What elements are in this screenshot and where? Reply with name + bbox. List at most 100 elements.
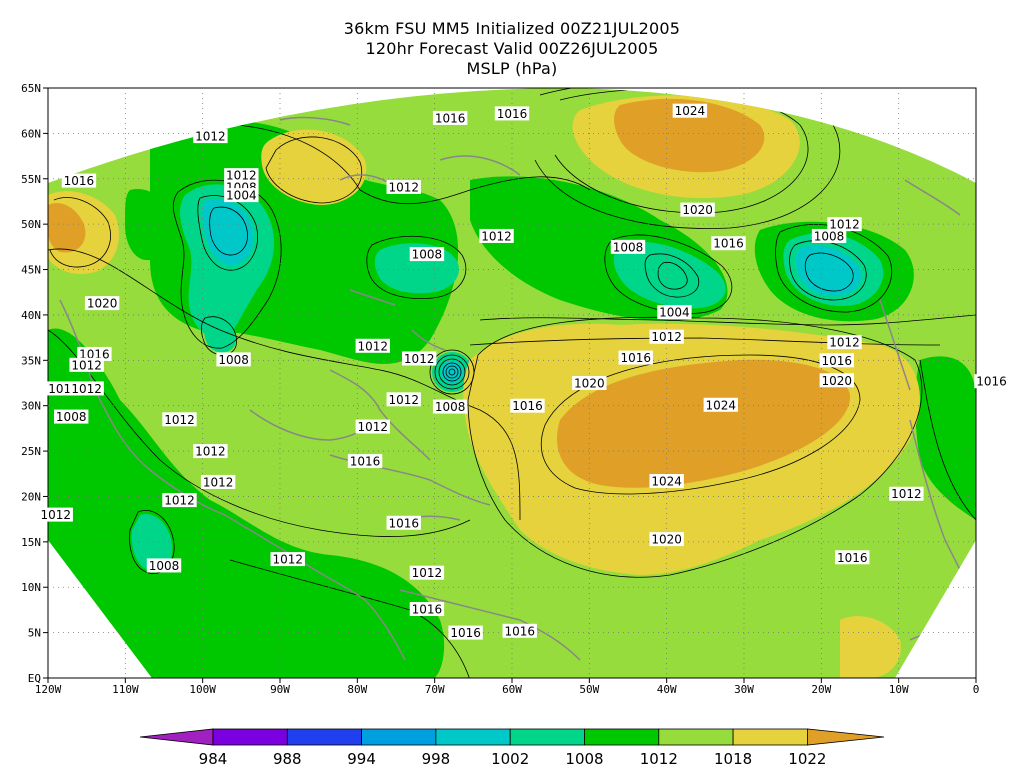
contour-label-text: 1012 [358, 339, 389, 353]
contour-label-bg [216, 352, 251, 367]
contour-label-text: 1016 [497, 107, 528, 121]
contour-label-text: 1012 [71, 358, 102, 372]
contour-label-bg [409, 602, 445, 617]
contour-label: 1012 [200, 474, 236, 489]
contour-label: 1012 [386, 179, 421, 194]
contour-label-bg [889, 486, 924, 501]
contour-label: 1012 [479, 228, 514, 243]
contour-label-bg [409, 247, 445, 262]
contour-label-bg [811, 228, 847, 243]
colorbar-segment [658, 728, 734, 746]
contour-label: 1004 [224, 188, 259, 203]
lon-tick-label: 80W [347, 683, 367, 696]
lat-tick-label: 45N [21, 264, 41, 277]
contour-label: 1012 [402, 351, 437, 366]
contour-label-text: 1012 [891, 487, 922, 501]
contour-label: 1012 [193, 129, 228, 144]
lat-tick-label: 15N [21, 536, 41, 549]
contour-label-bg [649, 532, 684, 547]
contour-label-text: 1016 [435, 111, 466, 125]
colorbar-label: 1002 [491, 750, 529, 768]
contour-label: 1020 [819, 373, 854, 388]
lat-tick-label: 5N [28, 627, 41, 640]
contour-label: 1012 [355, 419, 390, 434]
contour-label-bg [479, 228, 514, 243]
region-low-1004-mid [613, 241, 726, 309]
contour-label-bg [69, 357, 104, 372]
contour-label: 1016 [61, 173, 97, 188]
contour-label-bg [819, 373, 854, 388]
region-low-northwest [125, 189, 170, 261]
contour-label-text: 1012 [388, 393, 419, 407]
lat-tick-label: 35N [21, 354, 41, 367]
contour-label: 1012 [649, 329, 684, 344]
high-north-atlantic-core [614, 98, 765, 173]
contour-label-bg [193, 129, 228, 144]
lat-tick-label: EQ [28, 672, 41, 685]
contour-label: 1012 [889, 486, 924, 501]
colorbar-segment [212, 728, 288, 746]
contour-label-text: 1012 [412, 566, 443, 580]
contour-label-bg [448, 625, 483, 640]
high-hudson [261, 129, 367, 205]
contour-label-text: 1008 [435, 400, 466, 414]
contour-label: 1012 [193, 444, 228, 459]
contour-label-bg [610, 239, 646, 254]
colorbar-segment [286, 728, 362, 746]
colorbar-label: 1012 [640, 750, 678, 768]
contour-label-bg [680, 202, 715, 217]
contour-label-text: 1020 [87, 297, 118, 311]
contour-label: 1016 [432, 110, 468, 125]
contour-label-text: 1020 [574, 377, 605, 391]
contour-label: 1016 [711, 236, 746, 251]
contour-label-bg [974, 374, 1009, 389]
contour-label-text: 1008 [412, 248, 443, 262]
contour-label-bg [224, 168, 259, 183]
contour-label: 1012 [409, 565, 445, 580]
contour-label-bg [200, 474, 236, 489]
colorbar-label: 988 [273, 750, 302, 768]
longitude-labels: 120W 110W 100W 90W 80W 70W 60W 50W 40W 30W 20W 10W 0 [35, 683, 980, 696]
contour-label-text: 1012 [388, 180, 419, 194]
contour-labels: 1016 1016 1024 1012 1016 1012 1008 1004 1012 1020… [38, 103, 1009, 640]
lon-tick-label: 60W [502, 683, 522, 696]
contour-label: 1016 [448, 625, 483, 640]
high-southeast [840, 616, 901, 678]
lat-tick-label: 25N [21, 445, 41, 458]
contour-label-text: 1016 [504, 624, 535, 638]
contour-label: 1012 [224, 168, 259, 183]
colorbar-arrow-right [807, 728, 885, 746]
contour-label: 1008 [610, 239, 646, 254]
contour-label-bg [54, 409, 89, 424]
contour-label-text: 1012 [195, 130, 226, 144]
contour-label-bg [84, 296, 120, 311]
contour-label: 1008 [811, 228, 847, 243]
contour-label: 1012 [386, 392, 421, 407]
contour-label-text: 1024 [706, 398, 737, 412]
contour-label-bg [703, 397, 738, 412]
contour-label-text: 1008 [149, 559, 180, 573]
contour-label: 1008 [409, 247, 445, 262]
contour-label: 1024 [703, 397, 738, 412]
contour-label-text: 1004 [226, 189, 257, 203]
hurricane-core [441, 361, 463, 383]
contour-label-text: 1016 [388, 516, 419, 530]
contour-label-bg [77, 346, 112, 361]
lat-tick-label: 30N [21, 400, 41, 413]
contour-label: 1012 [69, 381, 104, 396]
contour-label: 1016 [510, 398, 545, 413]
contour-label-bg [827, 217, 862, 232]
contour-label: 1024 [672, 103, 708, 118]
contour-label: 1016 [494, 106, 530, 121]
contour-label: 1020 [572, 376, 607, 391]
contour-label-text: 1012 [203, 475, 234, 489]
map-title-line3: MSLP (hPa) [466, 59, 558, 78]
contour-label-bg [355, 338, 390, 353]
contour-label: 1016 [502, 623, 537, 638]
contour-label: 1020 [649, 532, 684, 547]
contour-label-text: 1016 [713, 237, 744, 251]
lat-tick-label: 40N [21, 309, 41, 322]
contour-label-text: 1008 [56, 410, 87, 424]
contour-label: 1020 [84, 296, 120, 311]
contour-label-text: 1008 [218, 353, 249, 367]
